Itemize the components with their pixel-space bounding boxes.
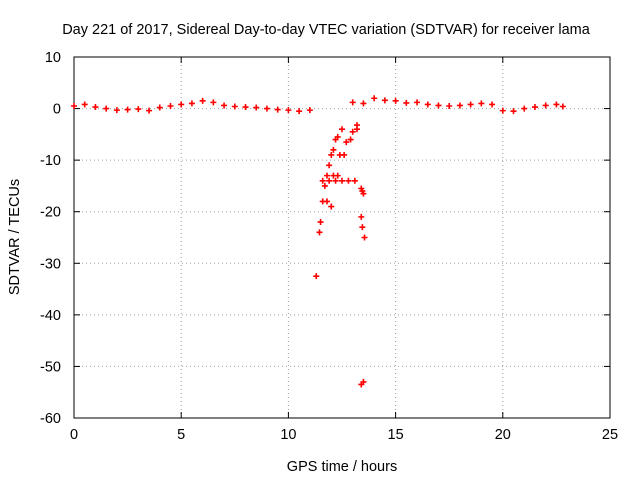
y-axis-label: SDTVAR / TECUs [7, 179, 23, 295]
x-tick-label: 0 [70, 427, 78, 443]
data-point [146, 107, 153, 114]
data-point [478, 100, 485, 107]
data-point [313, 273, 320, 280]
data-point [81, 101, 88, 108]
data-point [71, 102, 77, 109]
data-point [231, 103, 238, 110]
data-point [319, 177, 326, 184]
data-point [167, 102, 174, 109]
data-point [323, 172, 330, 179]
y-tick-label: -20 [40, 205, 61, 221]
data-point [435, 102, 442, 109]
chart-title: Day 221 of 2017, Sidereal Day-to-day VTE… [62, 22, 591, 38]
data-point [489, 101, 496, 108]
data-point [339, 177, 345, 184]
data-point [360, 100, 367, 107]
data-point [323, 198, 330, 205]
data-point [328, 151, 335, 158]
data-point [359, 224, 366, 231]
data-point [467, 101, 474, 108]
y-tick-label: -30 [40, 256, 61, 272]
data-point [510, 108, 517, 115]
data-point [92, 104, 99, 111]
data-point [330, 146, 337, 153]
y-tick-label: 10 [45, 50, 61, 66]
data-point [521, 105, 528, 112]
data-point [124, 106, 131, 113]
data-point [210, 99, 217, 106]
y-tick-label: -10 [40, 153, 61, 169]
data-point [446, 102, 453, 109]
data-point [381, 97, 388, 104]
data-point [103, 105, 110, 112]
data-point [559, 103, 566, 110]
data-point [347, 136, 354, 143]
data-point [339, 126, 345, 133]
data-point [334, 133, 341, 140]
data-point [349, 128, 356, 135]
data-point [199, 97, 206, 104]
grid-lines [74, 57, 610, 418]
data-point [326, 162, 333, 169]
x-tick-label: 10 [280, 427, 296, 443]
data-point [360, 190, 367, 197]
data-point [263, 105, 270, 112]
data-point [424, 101, 431, 108]
data-point [371, 95, 378, 102]
data-point [317, 219, 324, 226]
data-points [71, 95, 566, 388]
data-point [326, 177, 333, 184]
data-point [349, 99, 356, 106]
data-point [334, 172, 341, 179]
y-tick-label: -60 [40, 411, 61, 427]
data-point [341, 151, 348, 158]
data-point [351, 177, 358, 184]
data-point [188, 100, 195, 107]
data-point [361, 234, 368, 241]
x-axis-label: GPS time / hours [287, 459, 397, 475]
y-tick-label: -50 [40, 359, 61, 375]
data-point [531, 104, 538, 111]
data-point [156, 104, 163, 111]
axis-ticks [73, 56, 611, 419]
data-point [553, 101, 560, 108]
data-point [456, 102, 463, 109]
data-point [392, 97, 399, 104]
data-point [360, 378, 367, 385]
data-point [178, 101, 185, 108]
data-point [113, 107, 120, 114]
data-point [242, 104, 249, 111]
x-tick-label: 20 [495, 427, 511, 443]
data-point [316, 229, 323, 236]
data-point [403, 99, 410, 106]
data-point [358, 213, 365, 220]
data-point [296, 108, 303, 115]
data-point [343, 139, 350, 146]
x-tick-label: 5 [177, 427, 185, 443]
data-point [542, 102, 549, 109]
data-point [414, 99, 421, 106]
data-point [354, 126, 361, 133]
x-tick-label: 15 [388, 427, 404, 443]
data-point [274, 106, 281, 113]
data-point [285, 107, 292, 114]
x-axis-tick-labels: 0 5 10 15 20 25 [70, 427, 618, 443]
data-point [321, 182, 328, 189]
y-axis-tick-labels: 10 0 -10 -20 -30 -40 -50 -60 [40, 50, 61, 427]
y-tick-label: 0 [53, 102, 61, 118]
data-point [328, 203, 335, 210]
plot-area-frame [73, 56, 611, 419]
data-point [135, 106, 142, 113]
x-tick-label: 25 [602, 427, 618, 443]
data-point [253, 104, 260, 111]
data-point [499, 107, 506, 114]
data-point [345, 177, 352, 184]
data-point [221, 102, 228, 109]
y-tick-label: -40 [40, 308, 61, 324]
data-point [306, 107, 313, 114]
data-point [332, 177, 339, 184]
